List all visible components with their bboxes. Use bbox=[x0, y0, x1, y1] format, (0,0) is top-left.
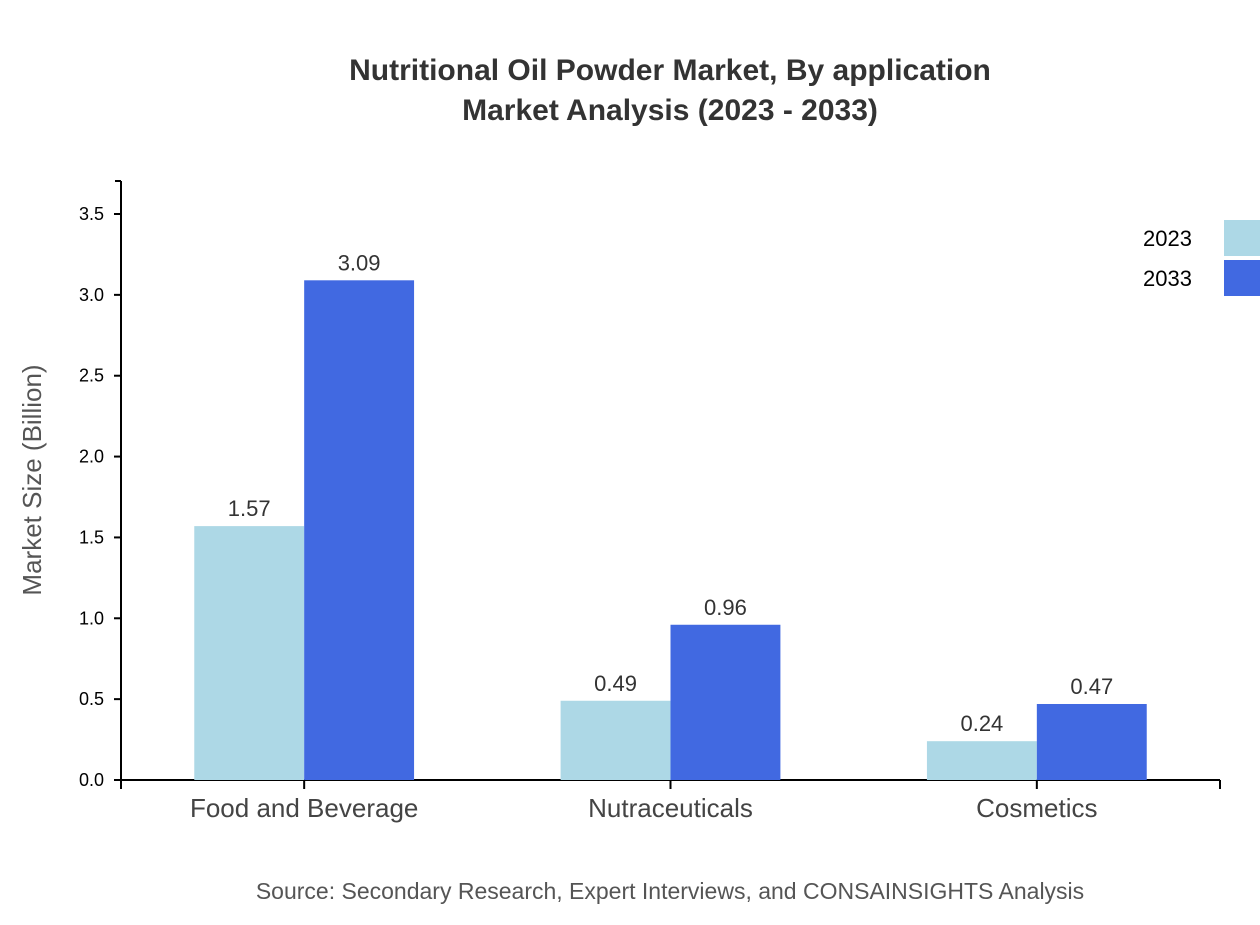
legend-swatch bbox=[1224, 220, 1260, 256]
data-label: 0.96 bbox=[704, 595, 747, 620]
data-label: 3.09 bbox=[338, 250, 381, 275]
bar-2023 bbox=[926, 741, 1037, 780]
y-tick-label: 0.5 bbox=[79, 689, 104, 709]
legend-label: 2023 bbox=[1143, 226, 1192, 251]
chart-title: Nutritional Oil Powder Market, By applic… bbox=[349, 54, 991, 87]
data-label: 0.49 bbox=[594, 671, 637, 696]
legend-label: 2033 bbox=[1143, 266, 1192, 291]
data-label: 1.57 bbox=[228, 496, 271, 521]
y-tick-label: 3.0 bbox=[79, 285, 104, 305]
y-tick-label: 1.0 bbox=[79, 608, 104, 628]
x-tick-label: Food and Beverage bbox=[190, 793, 418, 823]
legend-swatch bbox=[1224, 260, 1260, 296]
bar-2033 bbox=[304, 280, 415, 780]
bar-2033 bbox=[670, 624, 781, 780]
y-tick-label: 0.0 bbox=[79, 770, 104, 790]
chart-subtitle: Market Analysis (2023 - 2033) bbox=[462, 94, 878, 127]
y-tick-label: 1.5 bbox=[79, 527, 104, 547]
bar-2033 bbox=[1036, 703, 1147, 780]
x-tick-label: Nutraceuticals bbox=[588, 793, 753, 823]
data-label: 0.47 bbox=[1070, 674, 1113, 699]
y-tick-label: 2.0 bbox=[79, 447, 104, 467]
y-tick-label: 3.5 bbox=[79, 204, 104, 224]
y-axis-label: Market Size (Billion) bbox=[17, 364, 47, 595]
x-tick-label: Cosmetics bbox=[976, 793, 1097, 823]
bar-2023 bbox=[560, 700, 671, 780]
data-label: 0.24 bbox=[960, 711, 1003, 736]
bar-2023 bbox=[194, 526, 305, 780]
y-tick-label: 2.5 bbox=[79, 366, 104, 386]
source-note: Source: Secondary Research, Expert Inter… bbox=[256, 878, 1084, 904]
